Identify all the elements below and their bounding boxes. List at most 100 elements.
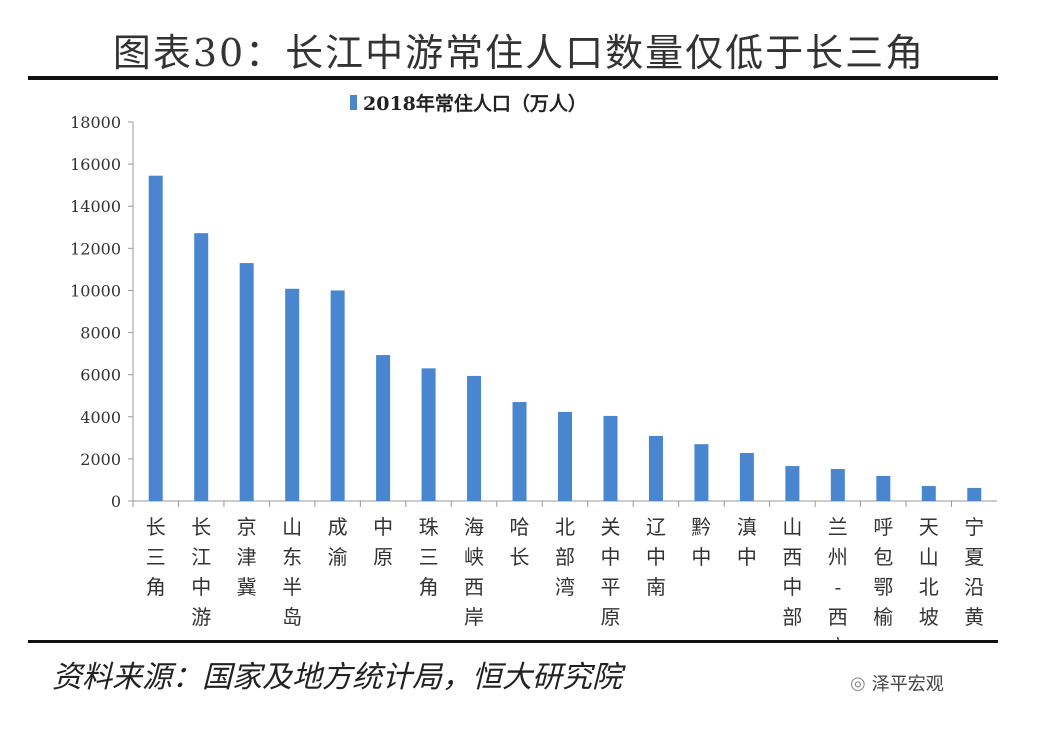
x-tick-label-char: 长 — [510, 545, 530, 569]
bar-滇中 — [739, 452, 754, 501]
source-note: 资料来源：国家及地方统计局，恒大研究院 — [52, 660, 622, 695]
footer-rule — [28, 640, 998, 643]
x-tick-label-char: 滇 — [737, 515, 757, 539]
x-tick-label-char: 长 — [191, 515, 211, 539]
bar-珠三角 — [421, 368, 436, 501]
bar-京津冀 — [239, 263, 254, 501]
x-tick-label-char: 岸 — [464, 605, 484, 629]
y-tick-label: 6000 — [80, 366, 121, 385]
y-tick-label: 14000 — [70, 197, 121, 216]
x-tick-label-char: 珠 — [419, 515, 439, 539]
page-title: 图表30：长江中游常住人口数量仅低于长三角 — [112, 31, 926, 75]
x-tick-label-char: 坡 — [919, 605, 939, 629]
x-tick-label-char: 南 — [646, 575, 666, 599]
watermark: ◎ 泽平宏观 — [850, 670, 944, 696]
watermark-text: 泽平宏观 — [871, 674, 944, 695]
x-tick-label-char: 中 — [191, 575, 211, 599]
x-tick-label-char: 中 — [691, 545, 711, 569]
x-tick-label-char: 三 — [146, 545, 166, 569]
bar-黔中 — [694, 444, 709, 501]
x-tick-label-char: 中 — [373, 515, 393, 539]
y-tick-label: 10000 — [70, 281, 121, 300]
bar-关中平原 — [603, 415, 618, 501]
x-tick-label-char: 辽 — [646, 515, 666, 539]
y-tick-label: 2000 — [80, 450, 121, 469]
x-tick-label-char: 山 — [282, 515, 302, 539]
x-tick-label-char: 原 — [600, 605, 620, 629]
x-tick-label-char: 北 — [555, 515, 575, 539]
legend-label: 2018年常住人口（万人） — [363, 92, 587, 115]
x-tick-label-char: 榆 — [873, 605, 893, 629]
x-tick-label-char: 哈 — [510, 515, 530, 539]
bar-北部湾 — [558, 411, 572, 501]
x-tick-label-char: - — [834, 575, 841, 599]
x-tick-label-char: 西 — [464, 575, 484, 599]
x-tick-label-char: 宁 — [964, 515, 984, 539]
x-tick-label-char: 山 — [782, 515, 802, 539]
x-tick-label-char: 成 — [328, 515, 348, 539]
x-tick-label-char: 山 — [919, 545, 939, 569]
bar-长江中游 — [194, 233, 209, 501]
x-tick-label-char: 黔 — [691, 515, 711, 539]
bar-山东半岛 — [285, 288, 300, 501]
y-tick-label: 18000 — [70, 113, 121, 132]
x-tick-label-char: 湾 — [555, 575, 575, 599]
x-tick-label-char: 冀 — [237, 575, 257, 599]
bar-辽中南 — [648, 435, 663, 501]
x-tick-label-char: 东 — [282, 545, 302, 569]
title-rule — [28, 76, 998, 80]
x-tick-label-char: 三 — [419, 545, 439, 569]
x-tick-label-char: 江 — [191, 545, 211, 569]
x-tick-label-char: 鄂 — [873, 575, 893, 599]
y-tick-label: 12000 — [70, 239, 121, 258]
x-tick-label-char: 中 — [646, 545, 666, 569]
x-tick-label-char: 夏 — [964, 545, 984, 569]
x-tick-label-char: 角 — [419, 575, 439, 599]
bar-chart: 0 2000 4000 6000 8000 10000 12000 14000 16000 180… — [70, 92, 997, 640]
x-tick-label-char: 包 — [873, 545, 893, 569]
x-tick-label-char: 角 — [146, 575, 166, 599]
wechat-icon: ◎ — [850, 672, 866, 694]
bar-长三角 — [148, 175, 163, 502]
x-tick-label-char: 部 — [555, 545, 575, 569]
bar-中原 — [376, 355, 391, 501]
x-tick-label-char: 呼 — [873, 515, 893, 539]
y-tick-label: 0 — [111, 492, 121, 511]
legend-swatch — [350, 95, 357, 110]
x-tick-label-char: 长 — [146, 515, 166, 539]
x-tick-label-char: 沿 — [964, 575, 984, 599]
y-tick-label: 16000 — [70, 155, 121, 174]
x-tick-label-char: 中 — [737, 545, 757, 569]
x-tick-label-char: 渝 — [328, 545, 348, 569]
y-tick-label: 8000 — [80, 324, 121, 343]
x-tick-label-char: 宁 — [828, 635, 848, 640]
x-tick-label-char: 西 — [828, 605, 848, 629]
x-tick-label-char: 游 — [191, 605, 211, 629]
x-tick-label-char: 北 — [919, 575, 939, 599]
x-tick-label-char: 峡 — [464, 545, 484, 569]
x-tick-label-char: 兰 — [828, 515, 848, 539]
x-tick-label-char: 平 — [600, 575, 620, 599]
x-tick-label-char: 部 — [782, 605, 802, 629]
x-tick-label-char: 关 — [600, 515, 620, 539]
x-tick-label-char: 中 — [782, 575, 802, 599]
bar-天山北坡 — [921, 486, 936, 501]
bar-海峡西岸 — [467, 375, 482, 501]
bar-兰州-西宁 — [830, 468, 845, 501]
bar-成渝 — [330, 290, 345, 501]
x-tick-label-char: 黄 — [964, 605, 984, 629]
x-tick-label-char: 海 — [464, 515, 484, 539]
bar-呼包鄂榆 — [876, 475, 891, 501]
bar-山西中部 — [785, 466, 800, 501]
bar-哈长 — [512, 402, 527, 501]
x-tick-label-char: 岛 — [282, 605, 302, 629]
x-tick-label-char: 津 — [237, 545, 257, 569]
x-tick-label-char: 西 — [782, 545, 802, 569]
y-tick-label: 4000 — [80, 408, 121, 427]
x-tick-label-char: 天 — [919, 515, 939, 539]
x-tick-label-char: 州 — [828, 545, 848, 569]
x-tick-label-char: 半 — [282, 575, 302, 599]
x-tick-label-char: 京 — [237, 515, 257, 539]
bar-宁夏沿黄 — [967, 487, 982, 501]
x-tick-label-char: 原 — [373, 545, 393, 569]
